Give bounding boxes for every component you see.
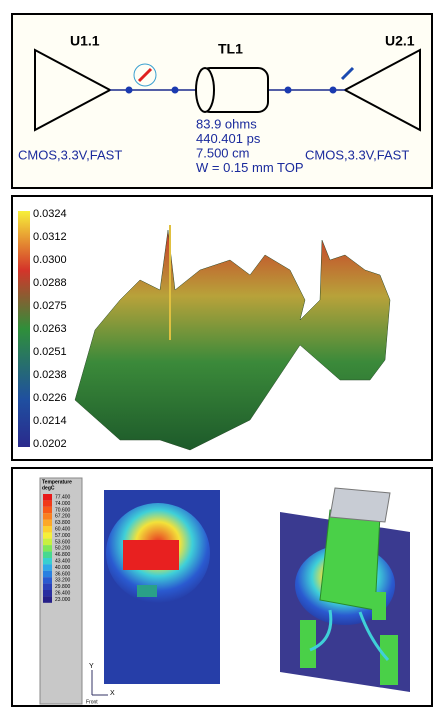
legend-swatch: [43, 590, 52, 596]
node: [285, 87, 292, 94]
legend-swatch: [43, 494, 52, 500]
legend-swatch: [43, 507, 52, 513]
legend-label: 67.200: [55, 514, 71, 520]
line-label: TL1: [218, 41, 243, 57]
legend-swatch: [43, 558, 52, 564]
surface-panel: [12, 196, 432, 460]
legend-swatch: [43, 526, 52, 532]
colorbar-label: 0.0251: [33, 346, 67, 358]
component-3d: [320, 510, 380, 610]
legend-swatch: [43, 571, 52, 577]
line-property: 440.401 ps: [196, 131, 261, 146]
legend-unit: degC: [42, 485, 55, 491]
line-property: 83.9 ohms: [196, 116, 257, 131]
colorbar: [18, 211, 30, 447]
colorbar-label: 0.0300: [33, 254, 67, 266]
legend-label: 50.200: [55, 546, 71, 552]
line-property: 7.500 cm: [196, 145, 249, 160]
legend-label: 36.600: [55, 571, 71, 577]
legend-swatch: [43, 564, 52, 570]
legend-label: 23.000: [55, 597, 71, 603]
node: [172, 87, 179, 94]
heatsink: [330, 488, 390, 522]
legend-label: 77.400: [55, 495, 71, 501]
pad-3d: [300, 620, 316, 668]
hot-component: [123, 540, 179, 570]
legend-label: 26.400: [55, 591, 71, 597]
line-property: W = 0.15 mm TOP: [196, 160, 304, 175]
legend-label: 60.400: [55, 527, 71, 533]
legend-label: 63.800: [55, 520, 71, 526]
node: [126, 87, 133, 94]
legend-label: 53.600: [55, 539, 71, 545]
axis-y-label: Y: [89, 663, 94, 670]
component: [137, 585, 157, 597]
legend-label: 33.200: [55, 578, 71, 584]
colorbar-label: 0.0226: [33, 392, 67, 404]
colorbar-label: 0.0238: [33, 369, 67, 381]
legend-label: 57.000: [55, 533, 71, 539]
thermal-panel: Temperature degC 77.40074.00070.60067.20…: [12, 468, 432, 706]
driver-model: CMOS,3.3V,FAST: [18, 147, 122, 162]
legend-label: 29.800: [55, 584, 71, 590]
legend-swatch: [43, 520, 52, 526]
legend-swatch: [43, 532, 52, 538]
legend-swatch: [43, 513, 52, 519]
legend-swatch: [43, 577, 52, 583]
legend-label: 74.000: [55, 501, 71, 507]
legend-swatch: [43, 552, 52, 558]
colorbar-label: 0.0312: [33, 231, 67, 243]
colorbar-label: 0.0214: [33, 415, 67, 427]
colorbar-label: 0.0202: [33, 438, 67, 450]
axis-x-label: X: [110, 690, 115, 697]
colorbar-label: 0.0275: [33, 300, 67, 312]
legend-label: 43.400: [55, 559, 71, 565]
legend-swatch: [43, 584, 52, 590]
legend-swatch: [43, 539, 52, 545]
receiver-model: CMOS,3.3V,FAST: [305, 147, 409, 162]
pad-3d: [372, 592, 386, 620]
legend-swatch: [43, 500, 52, 506]
receiver-label: U2.1: [385, 33, 415, 49]
colorbar-label: 0.0288: [33, 277, 67, 289]
tline-end: [196, 68, 214, 112]
legend-label: 46.800: [55, 552, 71, 558]
node: [330, 87, 337, 94]
legend-label: 70.600: [55, 507, 71, 513]
figure: U1.1 TL1 U2.1 83.9 ohms440.401 ps7.500 c…: [0, 0, 433, 707]
pad-3d: [380, 635, 398, 685]
driver-label: U1.1: [70, 33, 100, 49]
legend-swatch: [43, 545, 52, 551]
colorbar-label: 0.0263: [33, 323, 67, 335]
legend-label: 40.000: [55, 565, 71, 571]
view-label: Front: [86, 699, 98, 705]
colorbar-label: 0.0324: [33, 208, 67, 220]
legend-swatch: [43, 596, 52, 602]
